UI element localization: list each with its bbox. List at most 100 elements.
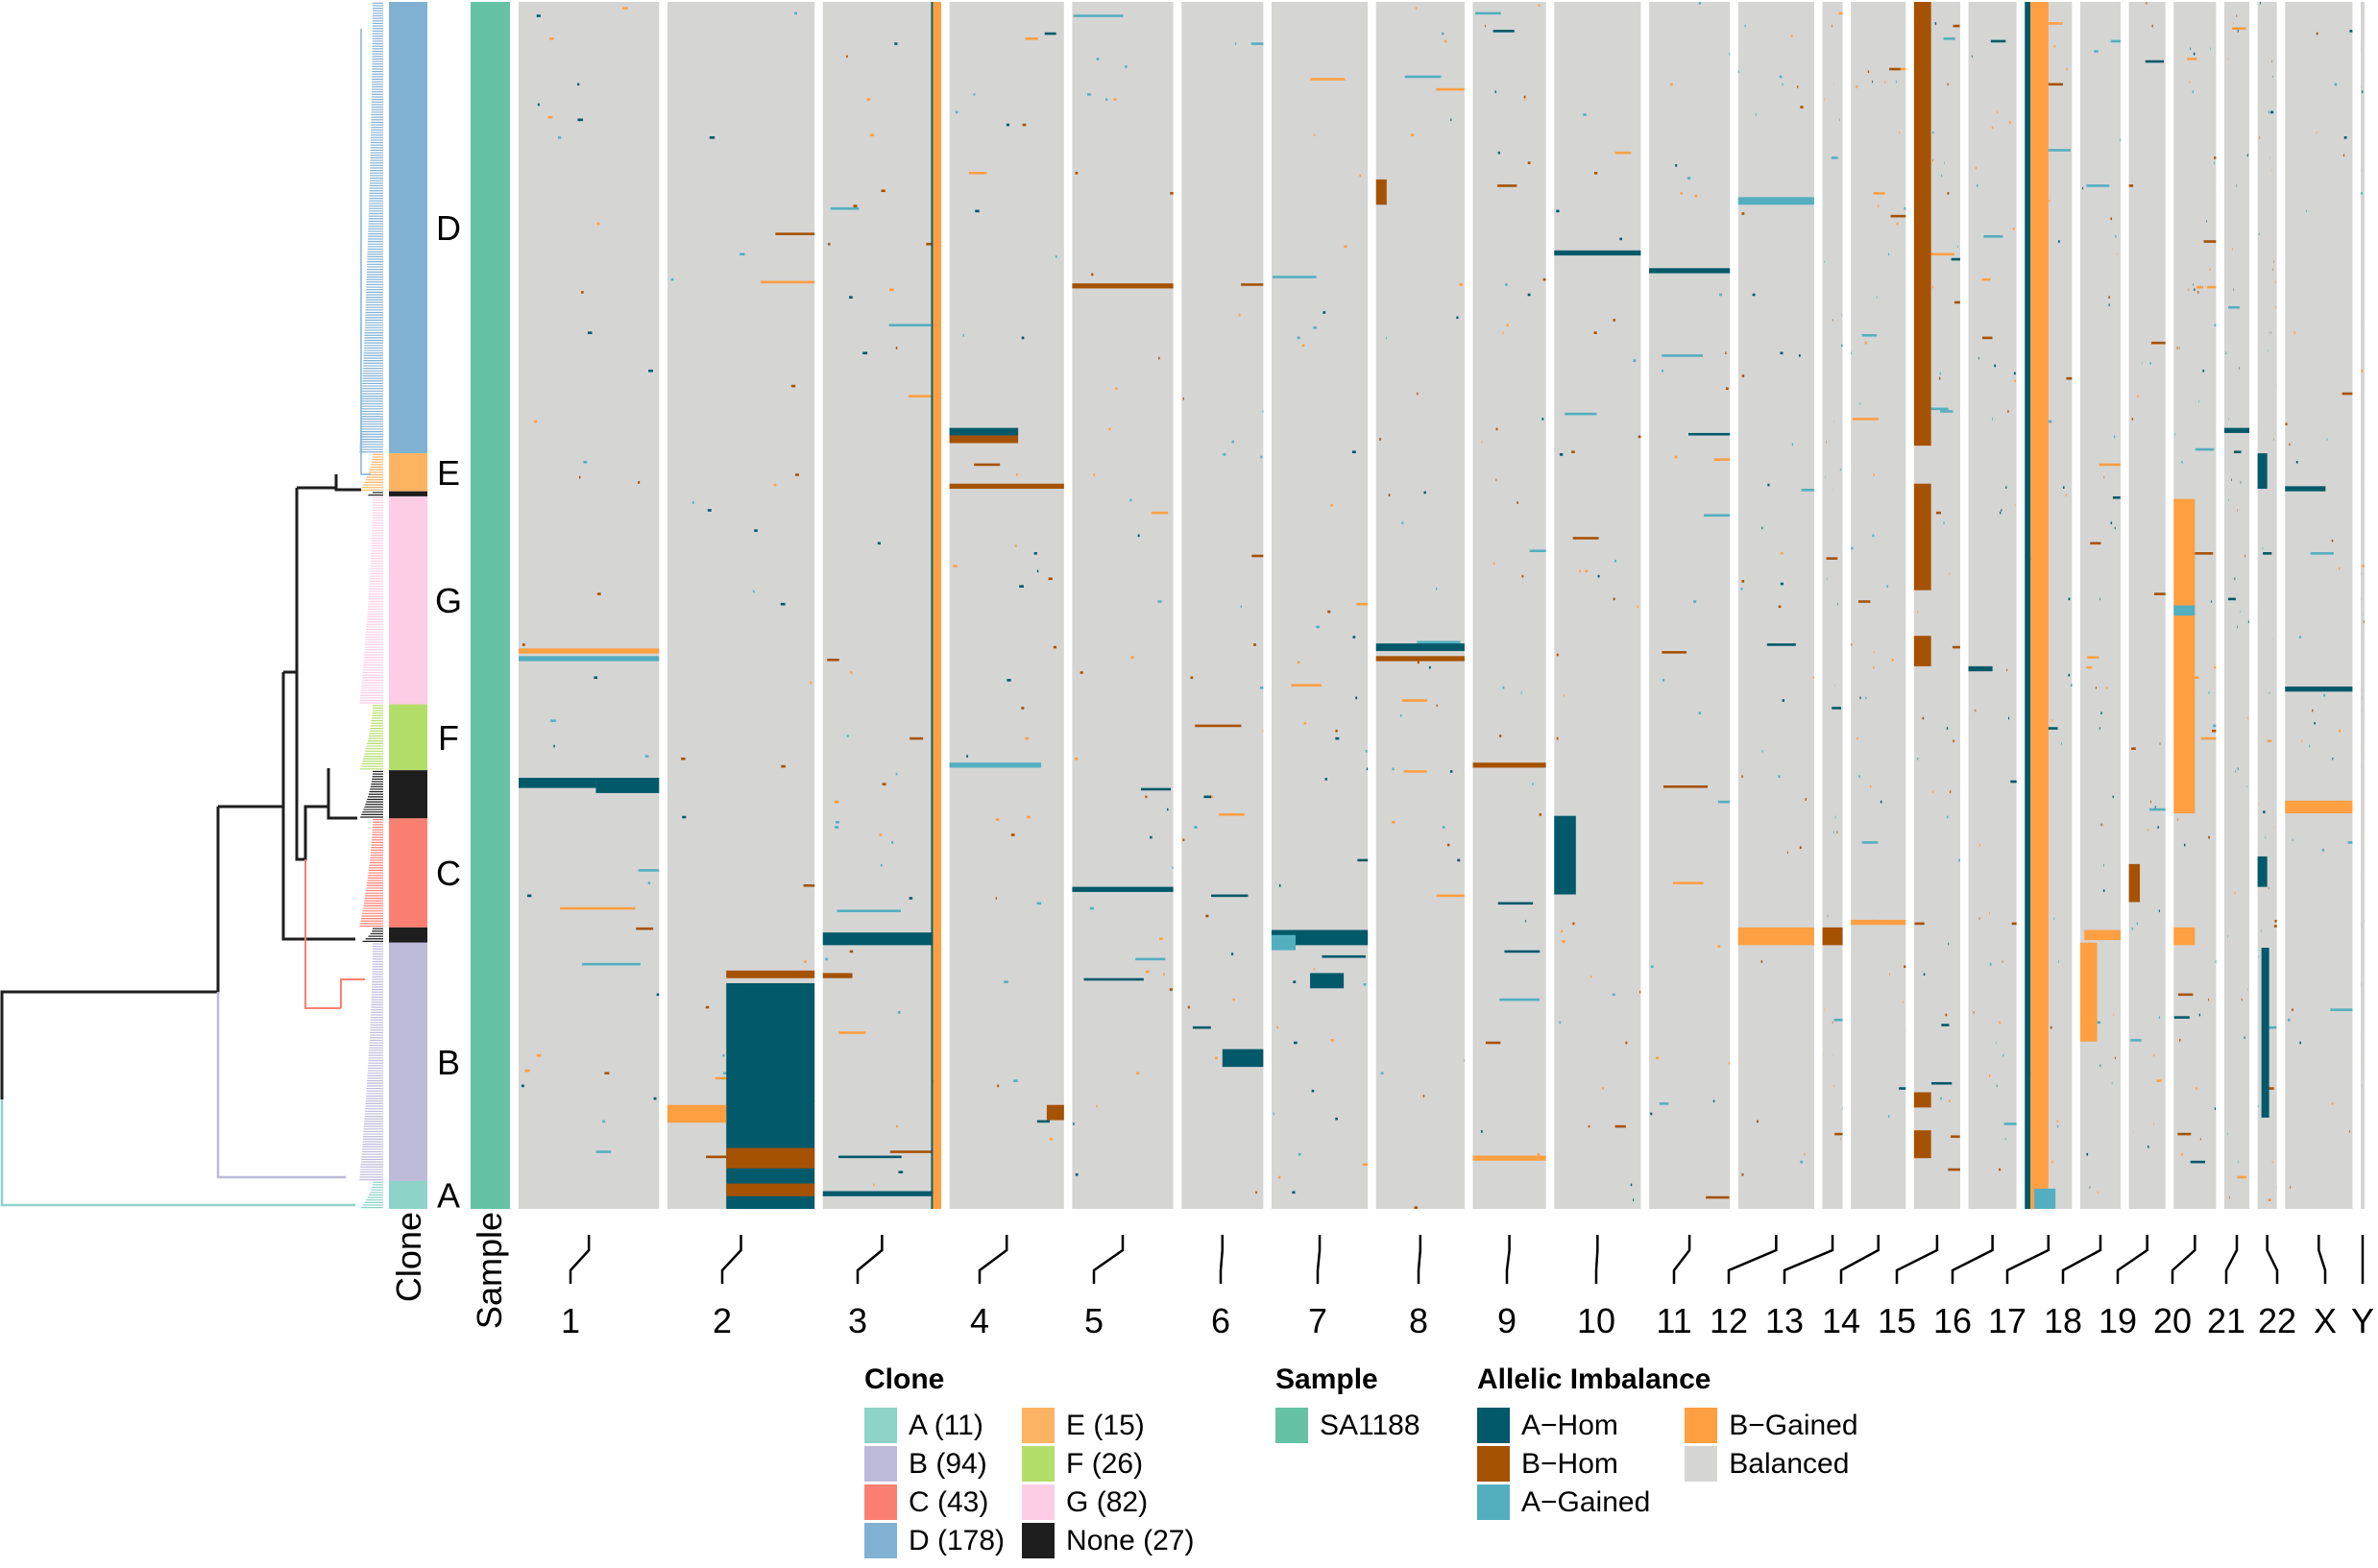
- segment-noise: [1436, 894, 1465, 898]
- segment-noise: [2195, 552, 2214, 555]
- segment-noise: [1410, 133, 1415, 136]
- clone-annotation-bar: [389, 2, 427, 1209]
- segment-noise: [1182, 838, 1185, 842]
- segment-noise: [2246, 784, 2247, 788]
- segment-noise: [2263, 552, 2272, 555]
- segment-noise: [1994, 364, 1997, 368]
- segment-noise: [1055, 255, 1057, 258]
- segment-noise: [1833, 1018, 1843, 1022]
- segment-noise: [1303, 721, 1307, 725]
- segment-noise: [2227, 58, 2229, 60]
- segment-noise: [1187, 1005, 1190, 1009]
- segment-noise: [1923, 973, 1926, 977]
- segment-noise: [1827, 577, 1828, 581]
- segment-noise: [740, 253, 745, 256]
- chromosome-panel-9: [1472, 2, 1546, 1209]
- segment-noise: [1941, 1024, 1950, 1026]
- segment-noise: [2014, 379, 2016, 383]
- segment-noise: [2189, 80, 2191, 84]
- legend-swatch: [864, 1408, 897, 1443]
- segment-noise: [1780, 582, 1784, 586]
- segment-noise: [1091, 273, 1094, 277]
- sample-annotation-bar: [471, 2, 510, 1209]
- segment-noise: [2005, 486, 2007, 489]
- segment-noise: [1851, 546, 1854, 550]
- segment-noise: [1021, 707, 1025, 710]
- chromosome-panel-Y: [2360, 2, 2365, 1209]
- segment-noise: [1884, 80, 1886, 84]
- segment-noise: [2086, 665, 2093, 669]
- segment-noise: [795, 473, 799, 476]
- segment-noise: [2299, 1041, 2301, 1045]
- segment-noise: [2068, 673, 2071, 677]
- segment-noise: [2234, 450, 2242, 454]
- segment-noise: [2274, 919, 2277, 923]
- chromosome-label-20: 20: [2153, 1301, 2192, 1340]
- segment-noise: [1824, 260, 1826, 263]
- segment-noise: [754, 529, 758, 532]
- clone-block-e: [389, 453, 427, 492]
- segment-noise: [2342, 392, 2353, 396]
- segment-noise: [1392, 767, 1395, 771]
- segment-noise: [1541, 418, 1544, 421]
- clone-label-b: B: [437, 1043, 460, 1082]
- segment-noise: [1761, 526, 1763, 530]
- segment-noise: [1917, 757, 1919, 760]
- segment-noise: [1497, 902, 1534, 905]
- segment-noise: [2212, 729, 2217, 733]
- segment-noise: [2014, 503, 2016, 507]
- segment-noise: [2082, 186, 2084, 190]
- segment-noise: [968, 171, 987, 175]
- segment-noise: [1352, 636, 1356, 639]
- segment-noise: [1335, 736, 1340, 740]
- segment-a-hom: [519, 778, 596, 788]
- segment-noise: [2149, 361, 2151, 365]
- segment-noise: [2195, 447, 2215, 451]
- segment-noise: [834, 800, 839, 804]
- segment-noise: [1151, 511, 1169, 515]
- segment-noise: [2349, 30, 2353, 33]
- segment-noise: [2332, 757, 2334, 760]
- segment-noise: [2187, 58, 2197, 60]
- segment-noise: [1322, 954, 1366, 958]
- segment-noise: [830, 206, 860, 210]
- chromosome-panel-X: [2285, 2, 2353, 1209]
- segment-noise: [1480, 1130, 1483, 1133]
- segment-noise: [1556, 736, 1559, 740]
- segment-noise: [2086, 1152, 2089, 1156]
- segment-noise: [1108, 427, 1111, 431]
- segment-noise: [1135, 957, 1166, 961]
- segment-noise: [1006, 123, 1009, 127]
- chromosome-panel-11: [1649, 2, 1731, 1209]
- segment-noise: [2114, 526, 2116, 530]
- tree-branch: [216, 992, 346, 1179]
- segment-noise: [1780, 351, 1784, 355]
- segment-noise: [1858, 600, 1871, 603]
- segment-noise: [1834, 1132, 1843, 1136]
- segment-noise: [1799, 846, 1802, 849]
- segment-noise: [2193, 52, 2196, 56]
- segment-noise: [1672, 881, 1704, 884]
- segment-noise: [1517, 501, 1518, 504]
- chromosome-panel-14: [1851, 2, 1906, 1209]
- segment-noise: [2131, 418, 2133, 421]
- clone-block-none: [389, 927, 427, 943]
- segment-noise: [1136, 1072, 1140, 1074]
- segment-noise: [1556, 653, 1559, 657]
- segment-noise: [1211, 894, 1249, 898]
- segment-noise: [1839, 468, 1841, 471]
- segment-noise: [2111, 1081, 2113, 1085]
- segment-noise: [1456, 316, 1459, 320]
- segment-a-hom: [949, 427, 1019, 436]
- chromosome-tick-8: [1417, 1235, 1422, 1284]
- segment-noise: [2237, 30, 2239, 33]
- clone-block-c: [389, 818, 427, 928]
- segment-noise: [1563, 693, 1565, 697]
- segment-noise: [1706, 1195, 1730, 1199]
- legend-swatch: [1275, 1408, 1308, 1443]
- segment-b-hom: [726, 1183, 815, 1196]
- segment-noise: [1520, 691, 1522, 694]
- segment-a-hom: [1072, 886, 1174, 892]
- segment-noise: [2002, 960, 2003, 963]
- segment-noise: [670, 277, 674, 281]
